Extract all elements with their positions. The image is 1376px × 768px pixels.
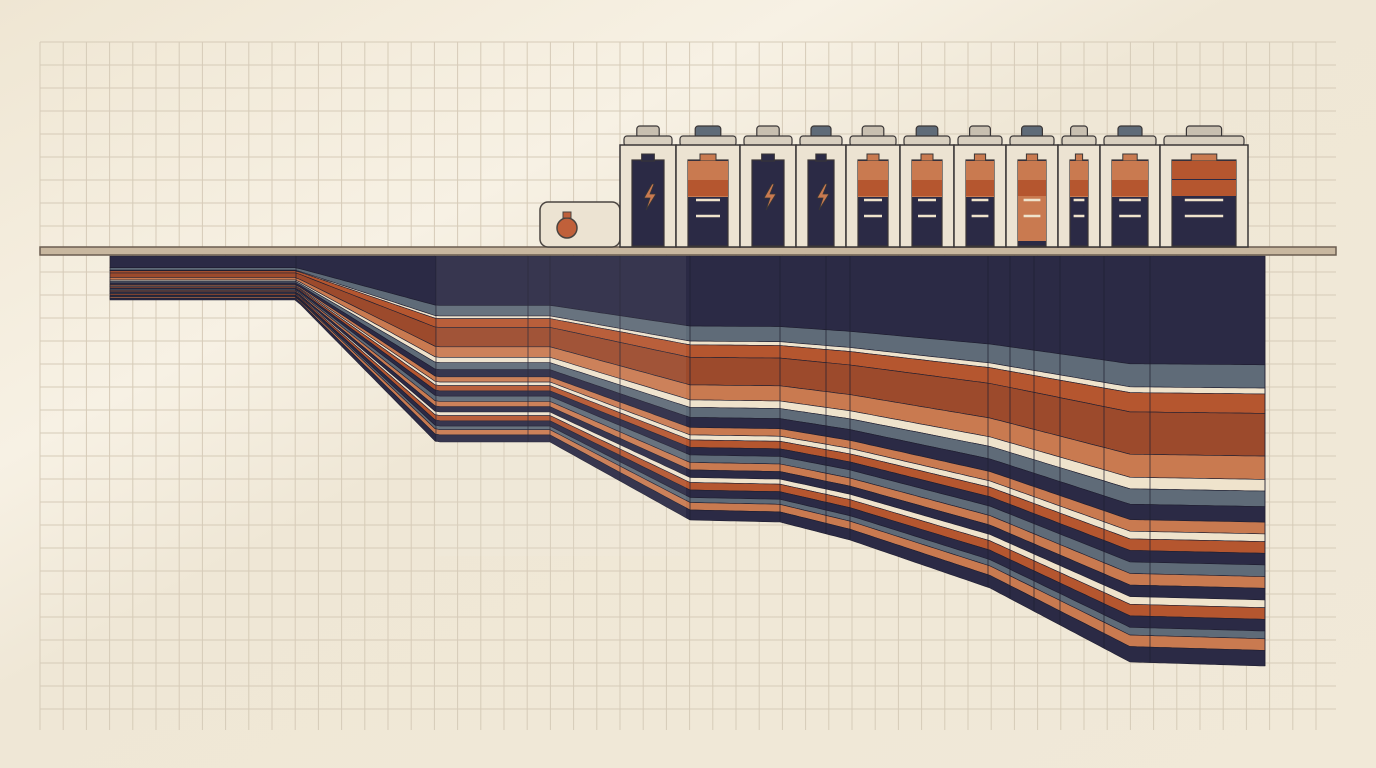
battery-terminal [699,153,717,162]
bolt [763,183,777,211]
strata [109,255,1266,667]
battery-terminal [920,153,934,162]
battery-terminal [1025,153,1039,162]
battery-terminal [973,153,987,162]
battery-terminal [815,153,827,162]
charge-band [1112,180,1148,196]
battery-terminal [866,153,880,162]
bolt [816,183,830,211]
battery-terminal [1074,153,1084,162]
column-shade [436,256,686,556]
charge-band [1070,180,1088,196]
charge-band [966,180,994,196]
bolt [643,183,657,211]
charge [1172,161,1236,179]
battery-terminal [1190,153,1218,162]
charge-band [1172,180,1236,196]
knob-top [562,211,572,219]
charge-band [912,180,942,196]
charge-band [1018,180,1046,196]
small-box [539,201,621,248]
charge-band [858,180,888,196]
battery-terminal [761,153,775,162]
battery-terminal [1122,153,1138,162]
batteries [539,125,1249,248]
shelf [39,246,1337,256]
battery-terminal [641,153,655,162]
charge-band [688,180,728,196]
knob [556,217,578,239]
